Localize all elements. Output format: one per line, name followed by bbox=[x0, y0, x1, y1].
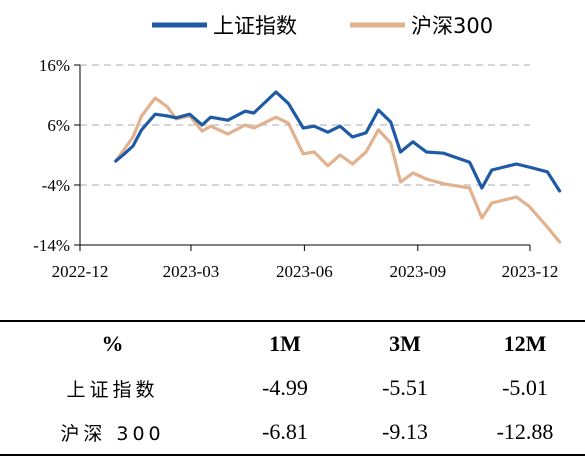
header-cell-unit: % bbox=[101, 331, 124, 356]
y-tick-label: -4% bbox=[42, 176, 70, 195]
cell-value: -4.99 bbox=[262, 375, 308, 400]
legend-label: 上证指数 bbox=[213, 14, 297, 38]
table-row: 上证指数 -4.99 -5.51 -5.01 bbox=[0, 366, 585, 410]
y-tick-label: 6% bbox=[47, 116, 70, 135]
table-row: 沪深 300 -6.81 -9.13 -12.88 bbox=[0, 410, 585, 455]
y-tick-label: 16% bbox=[39, 56, 70, 75]
cell-value: -5.01 bbox=[502, 375, 548, 400]
row-label-shanghai: 上证指数 bbox=[66, 378, 159, 401]
header-cell-1m: 1M bbox=[269, 331, 301, 356]
cell-value: -12.88 bbox=[496, 419, 554, 444]
x-tick-label: 2022-12 bbox=[52, 262, 109, 281]
y-tick-label: -14% bbox=[33, 236, 70, 255]
x-tick-label: 2023-06 bbox=[276, 262, 333, 281]
row-label-csi300: 沪深 300 bbox=[60, 422, 165, 445]
legend: 上证指数 沪深300 bbox=[152, 14, 493, 38]
series-layer bbox=[114, 90, 562, 244]
legend-label: 沪深300 bbox=[411, 14, 493, 38]
line-chart: 16% 6% -4% -14% 2022-12 2023-03 2023-06 2023-09… bbox=[33, 14, 562, 281]
cell-value: -9.13 bbox=[382, 419, 428, 444]
axes: 16% 6% -4% -14% 2022-12 2023-03 2023-06 2023-09… bbox=[33, 56, 558, 281]
table-header-row: % 1M 3M 12M bbox=[0, 321, 585, 366]
header-cell-12m: 12M bbox=[503, 331, 547, 356]
series-line-shanghai-composite bbox=[114, 90, 562, 193]
cell-value: -6.81 bbox=[262, 419, 308, 444]
header-cell-3m: 3M bbox=[389, 331, 421, 356]
series-line-csi300 bbox=[114, 96, 562, 244]
performance-table: % 1M 3M 12M 上证指数 -4.99 -5.51 -5.01 沪深 30… bbox=[0, 320, 585, 456]
x-tick-label: 2023-03 bbox=[163, 262, 220, 281]
x-tick-label: 2023-12 bbox=[502, 262, 559, 281]
cell-value: -5.51 bbox=[382, 375, 428, 400]
x-tick-label: 2023-09 bbox=[389, 262, 446, 281]
